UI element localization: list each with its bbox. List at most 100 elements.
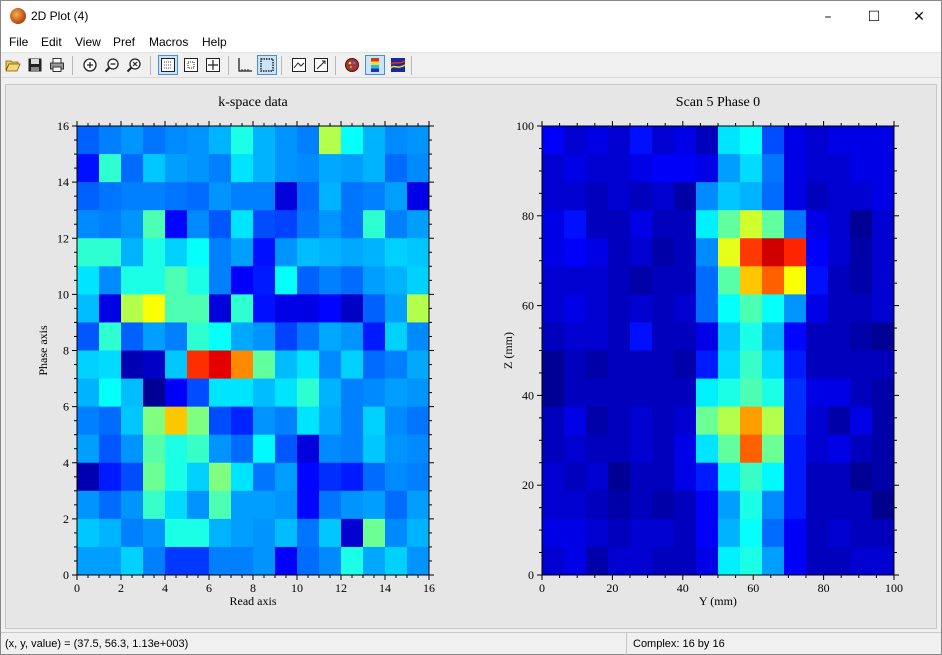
heatmap-cell (407, 154, 430, 183)
heatmap-cell (718, 462, 741, 492)
grid-icon[interactable] (158, 55, 178, 75)
heatmap-cell (630, 490, 653, 520)
heatmap-cell (253, 378, 276, 408)
heatmap-cell (564, 406, 587, 436)
y-tick-label: 12 (57, 231, 69, 245)
heatmap-cell (363, 434, 386, 464)
heatmap-cell (850, 518, 873, 548)
zoom-out-icon[interactable] (102, 55, 122, 75)
heatmap-cell (121, 266, 144, 295)
y-tick-label: 80 (522, 209, 534, 223)
heatmap-cell (828, 322, 851, 351)
heatmap-cell (385, 462, 408, 492)
x-tick-label: 6 (206, 581, 212, 595)
zoom-reset-icon[interactable] (124, 55, 144, 75)
heatmap-cell (143, 462, 166, 492)
heatmap-cell (872, 182, 895, 211)
heatmap-cell (564, 126, 587, 155)
heatmap-cell (253, 210, 276, 239)
menu-pref[interactable]: Pref (113, 35, 136, 49)
heatmap-cell (385, 294, 408, 323)
open-icon[interactable] (3, 55, 23, 75)
x-tick-label: 20 (606, 581, 618, 595)
window-title: 2D Plot (4) (31, 9, 89, 23)
y-tick-label: 20 (522, 478, 534, 492)
heatmap-cell (231, 350, 254, 379)
heatmap-cell (850, 462, 873, 492)
heatmap-cell (806, 518, 829, 548)
heatmap-cell (674, 154, 697, 183)
heatmap-cell (165, 238, 188, 267)
heatmap-cell (121, 490, 144, 520)
heatmap-cell (608, 322, 631, 351)
heatmap-cell (319, 126, 342, 155)
axes-icon[interactable] (235, 55, 255, 75)
heatmap-cell (385, 266, 408, 295)
close-button[interactable]: ✕ (913, 8, 925, 25)
heatmap-cell (341, 182, 364, 211)
heatmap-cell (674, 266, 697, 295)
heatmap-cell (121, 462, 144, 492)
heatmap-cell (586, 126, 609, 155)
heatmap-cell (784, 378, 807, 408)
minimize-button[interactable]: – (824, 8, 832, 25)
heatmap-cell (806, 462, 829, 492)
heatmap-cell (872, 518, 895, 548)
heatmap-cell (121, 238, 144, 267)
save-icon[interactable] (25, 55, 45, 75)
menu-edit[interactable]: Edit (41, 35, 62, 49)
y-tick-label: 14 (57, 175, 69, 189)
heatmap-cell (872, 126, 895, 155)
heatmap-cell (253, 434, 276, 464)
menu-view[interactable]: View (75, 35, 101, 49)
heatmap-cell (77, 294, 100, 323)
heatmap-cell (652, 518, 675, 548)
heatmap-cell (187, 518, 210, 548)
heatmap-cell (608, 294, 631, 323)
heatmap-cell (165, 490, 188, 520)
toolbar (1, 52, 941, 78)
heatmap-cell (718, 378, 741, 408)
print-icon[interactable] (47, 55, 67, 75)
colorbar-icon[interactable] (365, 55, 385, 75)
title-bar[interactable]: 2D Plot (4) – ☐ ✕ (1, 1, 941, 32)
heatmap-cell (828, 266, 851, 295)
heatmap-cell (806, 378, 829, 408)
heatmap-cell (630, 126, 653, 155)
heatmap-cell (99, 322, 122, 351)
crosshair-icon[interactable] (203, 55, 223, 75)
heatmap-cell (363, 238, 386, 267)
heatmap-cell (275, 266, 298, 295)
heatmap-cell (718, 266, 741, 295)
dotted-box-icon[interactable] (257, 55, 277, 75)
x-tick-label: 12 (335, 581, 347, 595)
palette-icon[interactable] (342, 55, 362, 75)
plots-canvas[interactable]: 0 2 4 6 8 10 12 14 16 0 2 4 6 8 10 12 14 16 k-space data Re… (6, 85, 936, 628)
heatmap-cell (143, 322, 166, 351)
heatmap-cell (77, 210, 100, 239)
flip-icon[interactable] (311, 55, 331, 75)
heatmap-cell (341, 518, 364, 548)
heatmap-cell (762, 266, 785, 295)
heatmap-cell (674, 322, 697, 351)
heatmap-cell (385, 238, 408, 267)
maximize-button[interactable]: ☐ (867, 8, 881, 25)
heatmap-cell (608, 238, 631, 267)
zoom-in-icon[interactable] (80, 55, 100, 75)
surface-icon[interactable] (289, 55, 309, 75)
heatmap-cell (187, 266, 210, 295)
contour-icon[interactable] (388, 55, 408, 75)
heatmap-cell (850, 182, 873, 211)
heatmap-cell (762, 322, 785, 351)
heatmap-cell (828, 518, 851, 548)
heatmap-cell (297, 210, 320, 239)
x-tick-label: 2 (118, 581, 124, 595)
heatmap-cell (121, 546, 144, 576)
heatmap-cell (674, 546, 697, 576)
menu-file[interactable]: File (9, 35, 29, 49)
menu-macros[interactable]: Macros (149, 35, 189, 49)
heatmap-cell (187, 126, 210, 155)
box-icon[interactable] (181, 55, 201, 75)
menu-help[interactable]: Help (202, 35, 227, 49)
